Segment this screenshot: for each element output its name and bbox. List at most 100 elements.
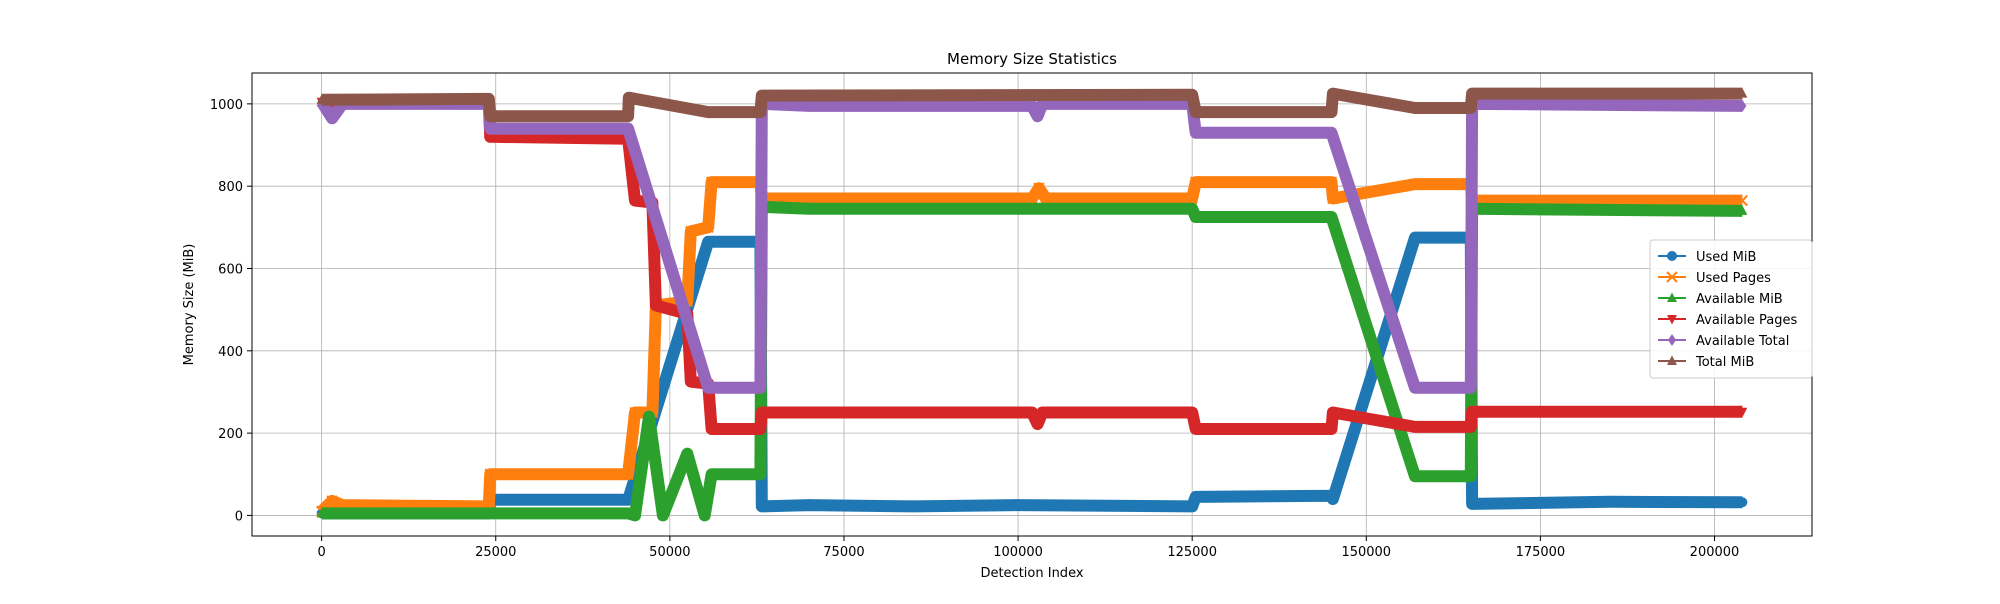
legend-marker	[1667, 292, 1677, 302]
data-point	[1191, 126, 1200, 139]
legend-item: Available Pages	[1658, 313, 1797, 328]
data-point	[1190, 491, 1201, 502]
data-point	[623, 92, 634, 102]
series-1	[315, 176, 1749, 518]
data-point	[629, 406, 641, 419]
data-point	[1033, 110, 1042, 123]
legend-marker	[1668, 334, 1676, 346]
data-point	[1013, 500, 1024, 511]
data-point	[1467, 88, 1478, 98]
x-axis-label: Detection Index	[980, 566, 1083, 581]
data-point	[1327, 126, 1336, 139]
data-point	[755, 424, 766, 435]
data-point	[1409, 178, 1421, 190]
data-point	[706, 468, 717, 479]
legend-item: Available MiB	[1658, 292, 1783, 307]
legend-label: Available MiB	[1696, 292, 1783, 307]
series-3	[316, 95, 1748, 435]
y-tick-label: 600	[218, 262, 243, 277]
data-point	[1326, 106, 1337, 117]
data-point	[1465, 422, 1476, 433]
chart-title: Memory Size Statistics	[947, 50, 1117, 68]
data-point	[1327, 192, 1339, 205]
series-line	[321, 95, 1743, 435]
data-point	[483, 93, 494, 103]
data-point	[328, 112, 337, 125]
series-layer	[315, 87, 1749, 522]
data-point	[1465, 470, 1476, 481]
data-point	[805, 99, 814, 112]
y-axis-label: Memory Size (MiB)	[182, 244, 197, 366]
data-point	[1737, 497, 1748, 508]
series-5	[316, 87, 1748, 123]
data-point	[1040, 192, 1052, 205]
x-tick-label: 50000	[649, 545, 690, 560]
data-point	[622, 468, 634, 480]
legend-marker	[1667, 251, 1677, 261]
y-tick-label: 200	[218, 427, 243, 442]
x-tick-label: 0	[318, 545, 326, 560]
data-point	[1737, 407, 1748, 418]
data-point	[755, 106, 766, 117]
data-point	[1187, 89, 1198, 99]
data-point	[1410, 232, 1421, 243]
x-tick-label: 200000	[1690, 545, 1740, 560]
data-point	[1028, 99, 1036, 112]
data-point	[685, 377, 696, 388]
series-connector	[320, 181, 1743, 513]
legend-item: Available Total	[1658, 334, 1789, 349]
data-point	[650, 301, 661, 312]
legend-marker	[1667, 355, 1677, 365]
legend-marker	[1667, 315, 1677, 325]
legend-label: Available Total	[1696, 334, 1789, 349]
series-line	[317, 176, 1743, 516]
x-tick-label: 75000	[823, 545, 864, 560]
y-tick-label: 400	[218, 345, 243, 360]
x-tick-label: 25000	[475, 545, 516, 560]
data-point	[1187, 203, 1198, 213]
data-point	[702, 221, 714, 234]
legend-label: Used Pages	[1696, 271, 1771, 286]
legend-item: Total MiB	[1658, 355, 1754, 370]
data-point	[1327, 493, 1338, 504]
legend-label: Used MiB	[1696, 250, 1756, 265]
data-point	[1187, 501, 1198, 512]
data-point	[703, 106, 714, 117]
data-point	[484, 468, 496, 480]
data-point	[1037, 408, 1048, 419]
legend-label: Available Pages	[1696, 313, 1797, 328]
y-tick-label: 800	[218, 180, 243, 195]
data-point	[1325, 176, 1338, 188]
data-point	[1327, 408, 1338, 419]
data-point	[685, 225, 697, 238]
data-point	[326, 495, 338, 507]
data-point	[624, 122, 633, 135]
legend-item: Used MiB	[1658, 250, 1756, 265]
data-point	[1186, 192, 1198, 205]
data-point	[1027, 408, 1037, 419]
data-point	[657, 509, 668, 520]
data-point	[756, 408, 767, 419]
data-point	[630, 509, 641, 520]
data-point	[1190, 424, 1201, 435]
data-point	[1026, 192, 1038, 205]
data-point	[1032, 420, 1043, 430]
data-point	[316, 507, 327, 518]
data-point	[623, 110, 634, 121]
data-point	[1466, 381, 1475, 394]
data-point	[643, 411, 654, 421]
data-point	[1410, 470, 1421, 481]
data-point	[756, 501, 767, 512]
series-connector	[320, 101, 1743, 389]
data-point	[1467, 407, 1478, 418]
legend-marker	[1666, 271, 1678, 283]
series-connector	[321, 92, 1743, 118]
legend-box	[1649, 239, 1813, 379]
data-point	[485, 132, 496, 143]
x-tick-label: 125000	[1167, 545, 1217, 560]
data-point	[623, 507, 634, 518]
data-point	[1190, 106, 1201, 117]
data-point	[1737, 205, 1748, 215]
legend: Used MiB Used Pages Available MiB Available…	[1649, 239, 1813, 379]
